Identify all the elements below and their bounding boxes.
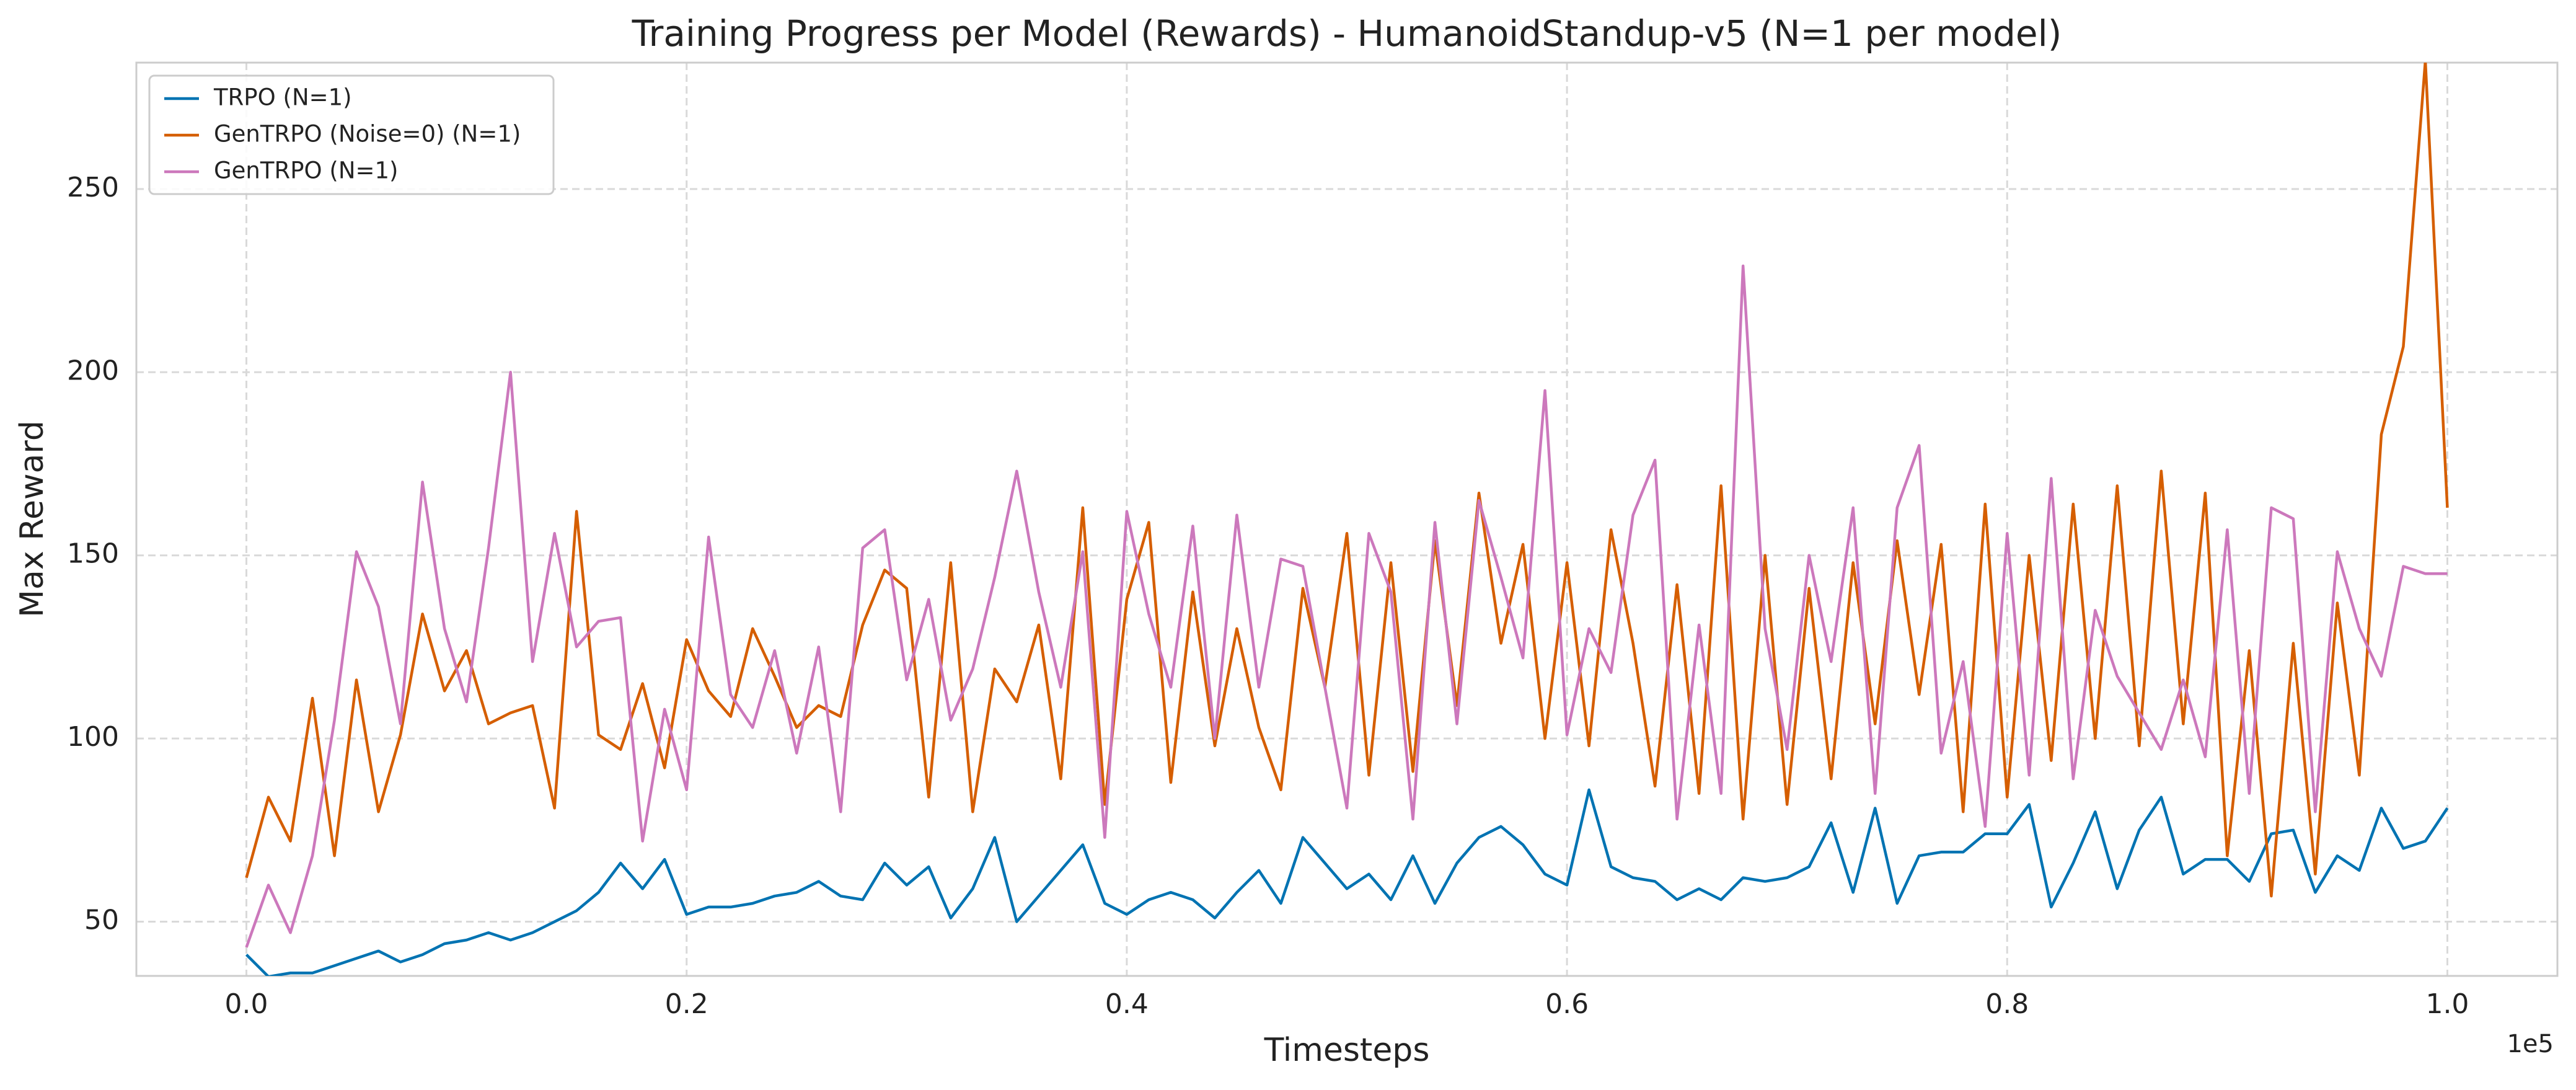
x-axis-label: Timesteps — [1264, 1032, 1430, 1069]
series-line — [245, 63, 2449, 898]
y-axis-label: Max Reward — [14, 420, 51, 618]
y-tick-label: 250 — [67, 172, 119, 203]
x-tick-label: 0.2 — [665, 988, 708, 1020]
x-tick-label: 0.6 — [1545, 988, 1589, 1020]
y-tick-label: 100 — [67, 721, 119, 753]
legend-box — [148, 74, 555, 195]
series-line — [245, 788, 2449, 976]
y-tick-label: 50 — [84, 905, 119, 936]
chart-title: Training Progress per Model (Rewards) - … — [632, 12, 2062, 55]
plot-frame — [135, 61, 2559, 977]
x-tick-label: 0.0 — [225, 988, 268, 1020]
x-tick-label: 0.4 — [1105, 988, 1149, 1020]
legend-label: GenTRPO (Noise=0) (N=1) — [214, 121, 521, 148]
x-tick-label: 0.8 — [1985, 988, 2029, 1020]
legend-label: TRPO (N=1) — [213, 84, 352, 111]
x-offset-text: 1e5 — [2507, 1030, 2554, 1058]
y-tick-label: 200 — [67, 355, 119, 386]
x-tick-label: 1.0 — [2425, 988, 2469, 1020]
legend-label: GenTRPO (N=1) — [214, 157, 398, 184]
series-line — [245, 264, 2448, 948]
y-tick-label: 150 — [67, 538, 119, 570]
